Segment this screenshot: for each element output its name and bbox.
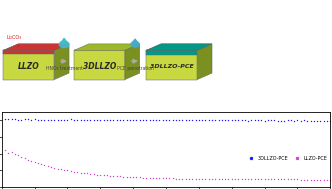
Polygon shape [197, 44, 212, 80]
Polygon shape [61, 38, 67, 43]
Polygon shape [3, 44, 69, 50]
Legend: 3DLLZO-PCE, LLZO-PCE: 3DLLZO-PCE, LLZO-PCE [245, 155, 328, 162]
Polygon shape [146, 50, 197, 55]
Polygon shape [132, 39, 138, 43]
Polygon shape [3, 50, 54, 54]
Polygon shape [74, 50, 125, 80]
Text: LLZO: LLZO [18, 62, 40, 71]
Polygon shape [131, 42, 139, 47]
Polygon shape [74, 44, 140, 50]
Text: 3DLLZO-PCE: 3DLLZO-PCE [150, 64, 194, 69]
Polygon shape [3, 50, 54, 80]
Polygon shape [146, 44, 212, 50]
Text: PCE penetration: PCE penetration [117, 66, 154, 71]
Polygon shape [125, 44, 140, 80]
Polygon shape [146, 50, 197, 80]
Polygon shape [146, 44, 212, 50]
Text: 3DLLZO: 3DLLZO [83, 62, 116, 71]
Text: Li₂CO₃: Li₂CO₃ [7, 35, 22, 47]
Polygon shape [3, 44, 69, 50]
Polygon shape [54, 44, 69, 80]
Text: HNO₃ treatment: HNO₃ treatment [46, 66, 83, 71]
Polygon shape [59, 41, 69, 48]
